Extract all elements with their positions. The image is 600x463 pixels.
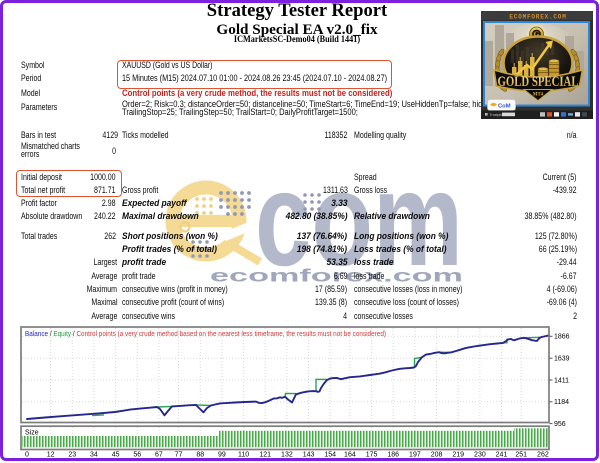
svg-text:956: 956: [554, 421, 566, 428]
svg-text:56: 56: [133, 452, 141, 459]
svg-text:Size: Size: [25, 430, 39, 437]
svg-text:175: 175: [366, 452, 378, 459]
svg-text:121: 121: [259, 452, 271, 459]
svg-text:230: 230: [474, 452, 486, 459]
svg-text:241: 241: [496, 452, 508, 459]
svg-text:MT4: MT4: [533, 92, 544, 97]
svg-text:197: 197: [409, 452, 421, 459]
svg-text:164: 164: [344, 452, 356, 459]
svg-text:77: 77: [175, 452, 183, 459]
svg-text:GOLD SPECIAL: GOLD SPECIAL: [498, 74, 579, 90]
svg-text:23: 23: [68, 452, 76, 459]
svg-text:67: 67: [155, 452, 163, 459]
svg-text:34: 34: [90, 452, 98, 459]
svg-text:45: 45: [112, 452, 120, 459]
svg-text:88: 88: [196, 452, 204, 459]
svg-text:262: 262: [537, 452, 549, 459]
svg-text:1184: 1184: [554, 399, 569, 406]
svg-text:99: 99: [218, 452, 226, 459]
svg-text:CoM: CoM: [498, 103, 511, 109]
svg-text:0: 0: [25, 452, 29, 459]
svg-text:154: 154: [324, 452, 336, 459]
svg-text:1639: 1639: [554, 356, 570, 363]
svg-text:1411: 1411: [554, 377, 569, 384]
svg-text:Trustpilot: Trustpilot: [490, 113, 505, 117]
svg-text:219: 219: [452, 452, 464, 459]
svg-text:com: com: [255, 175, 463, 290]
svg-text:12: 12: [47, 452, 55, 459]
svg-text:132: 132: [281, 452, 293, 459]
svg-text:208: 208: [431, 452, 443, 459]
svg-text:ecomforex.com: ecomforex.com: [210, 266, 463, 286]
svg-text:110: 110: [238, 452, 249, 459]
svg-text:ECOMFOREX.COM: ECOMFOREX.COM: [509, 13, 566, 20]
svg-text:G: G: [534, 30, 540, 38]
svg-text:251: 251: [515, 452, 527, 459]
svg-text:143: 143: [303, 452, 315, 459]
svg-text:1866: 1866: [554, 334, 570, 341]
svg-text:Balance / Equity / Control poi: Balance / Equity / Control points (a ver…: [25, 331, 386, 338]
svg-text:186: 186: [387, 452, 399, 459]
